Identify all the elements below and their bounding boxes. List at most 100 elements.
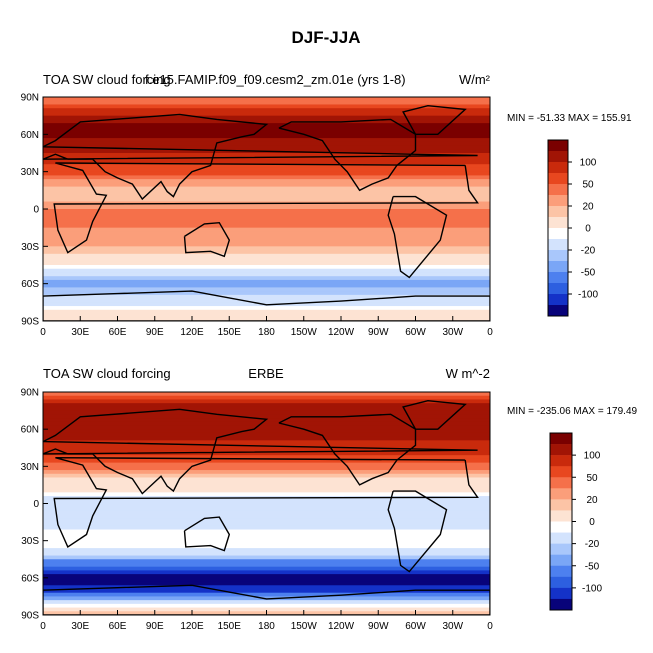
map-band <box>43 440 490 445</box>
colorbar-tick-label: 100 <box>584 451 601 462</box>
colorbar-tick-label: 20 <box>586 495 598 506</box>
map-band <box>43 551 490 557</box>
map-band <box>43 156 490 161</box>
coastline <box>183 221 231 258</box>
map-band <box>43 100 490 105</box>
colorbar-swatch <box>548 162 568 174</box>
map-band <box>43 283 490 288</box>
y-tick-label: 0 <box>33 205 39 216</box>
y-tick-label: 30S <box>21 536 39 547</box>
colorbar-swatch <box>550 488 572 500</box>
map-band <box>43 197 490 203</box>
map-band <box>43 536 490 542</box>
y-tick-label: 90N <box>21 93 39 104</box>
colorbar-tick-label: -100 <box>582 583 602 594</box>
map-band <box>43 205 490 210</box>
colorbar-tick-label: 50 <box>586 473 598 484</box>
x-tick-label: 90E <box>146 621 164 632</box>
map-band <box>43 555 490 560</box>
y-tick-label: 30N <box>21 462 39 473</box>
x-tick-label: 60E <box>109 621 127 632</box>
map-band <box>43 548 490 553</box>
panel-obs-y-ticks: 90N 60N 30N 0 30S 60S 90S <box>21 388 48 622</box>
map-band <box>43 514 490 519</box>
map-band <box>43 410 490 415</box>
map-band <box>43 182 490 188</box>
x-tick-label: 150W <box>291 327 318 338</box>
colorbar-swatch <box>548 173 568 185</box>
panel-obs-case: ERBE <box>248 366 284 381</box>
colorbar-swatch <box>548 184 568 196</box>
map-band <box>43 97 490 102</box>
colorbar-tick-label: 50 <box>582 180 594 191</box>
map-band <box>43 104 490 109</box>
map-band <box>43 462 490 467</box>
map-band <box>43 529 490 534</box>
x-tick-label: 30E <box>71 327 89 338</box>
map-band <box>43 223 490 229</box>
map-band <box>43 268 490 273</box>
map-band <box>43 167 490 173</box>
x-tick-label: 60W <box>405 621 426 632</box>
x-tick-label: 0 <box>487 621 493 632</box>
colorbar-tick-label: -20 <box>585 539 600 550</box>
coastline <box>53 457 479 548</box>
map-band <box>43 432 490 438</box>
panel-obs-coastlines <box>43 399 490 615</box>
colorbar-swatch <box>550 587 572 600</box>
map-band <box>43 261 490 266</box>
colorbar-tick-label: 20 <box>582 202 594 213</box>
map-band <box>43 466 490 471</box>
map-band <box>43 540 490 545</box>
x-tick-label: 0 <box>487 327 493 338</box>
map-band <box>43 119 490 124</box>
map-band <box>43 510 490 516</box>
map-band <box>43 130 490 135</box>
coastline <box>402 399 467 430</box>
x-tick-label: 90W <box>368 327 389 338</box>
map-band <box>43 566 490 571</box>
colorbar-swatch <box>548 195 568 207</box>
x-tick-label: 30E <box>71 621 89 632</box>
coastline <box>278 413 417 486</box>
map-band <box>43 429 490 434</box>
coastline <box>387 490 448 573</box>
map-band <box>43 115 490 120</box>
colorbar-swatch <box>550 554 572 567</box>
map-band <box>43 253 490 259</box>
colorbar-swatch <box>550 510 572 522</box>
map-band <box>43 414 490 419</box>
panel-model-units: W/m² <box>459 72 491 87</box>
panel-model-case: f.e15.FAMIP.f09_f09.cesm2_zm.01e (yrs 1-… <box>145 72 406 87</box>
map-band <box>43 458 490 464</box>
colorbar-swatch <box>550 598 572 611</box>
map-band <box>43 238 490 244</box>
map-band <box>43 231 490 236</box>
map-band <box>43 399 490 404</box>
panel-model-coastlines <box>43 104 490 321</box>
map-band <box>43 250 490 255</box>
x-tick-label: 150E <box>218 327 242 338</box>
map-band <box>43 111 490 117</box>
coastline <box>43 584 490 615</box>
colorbar-swatch <box>550 576 572 589</box>
map-band <box>43 138 490 143</box>
panel-obs-map <box>43 392 490 615</box>
map-band <box>43 164 490 169</box>
map-band <box>43 257 490 262</box>
colorbar-swatch <box>550 521 572 533</box>
coastline <box>278 118 417 192</box>
map-band <box>43 562 490 568</box>
map-band <box>43 265 490 270</box>
x-tick-label: 0 <box>40 621 46 632</box>
colorbar-swatch <box>548 228 568 240</box>
x-tick-label: 30W <box>442 621 463 632</box>
colorbar-swatch <box>550 565 572 578</box>
map-band <box>43 525 490 531</box>
map-band <box>43 313 490 318</box>
map-band <box>43 492 490 497</box>
panel-obs-variable: TOA SW cloud forcing <box>43 366 171 381</box>
colorbar-swatch <box>548 261 568 273</box>
map-band <box>43 175 490 180</box>
map-band <box>43 570 490 575</box>
